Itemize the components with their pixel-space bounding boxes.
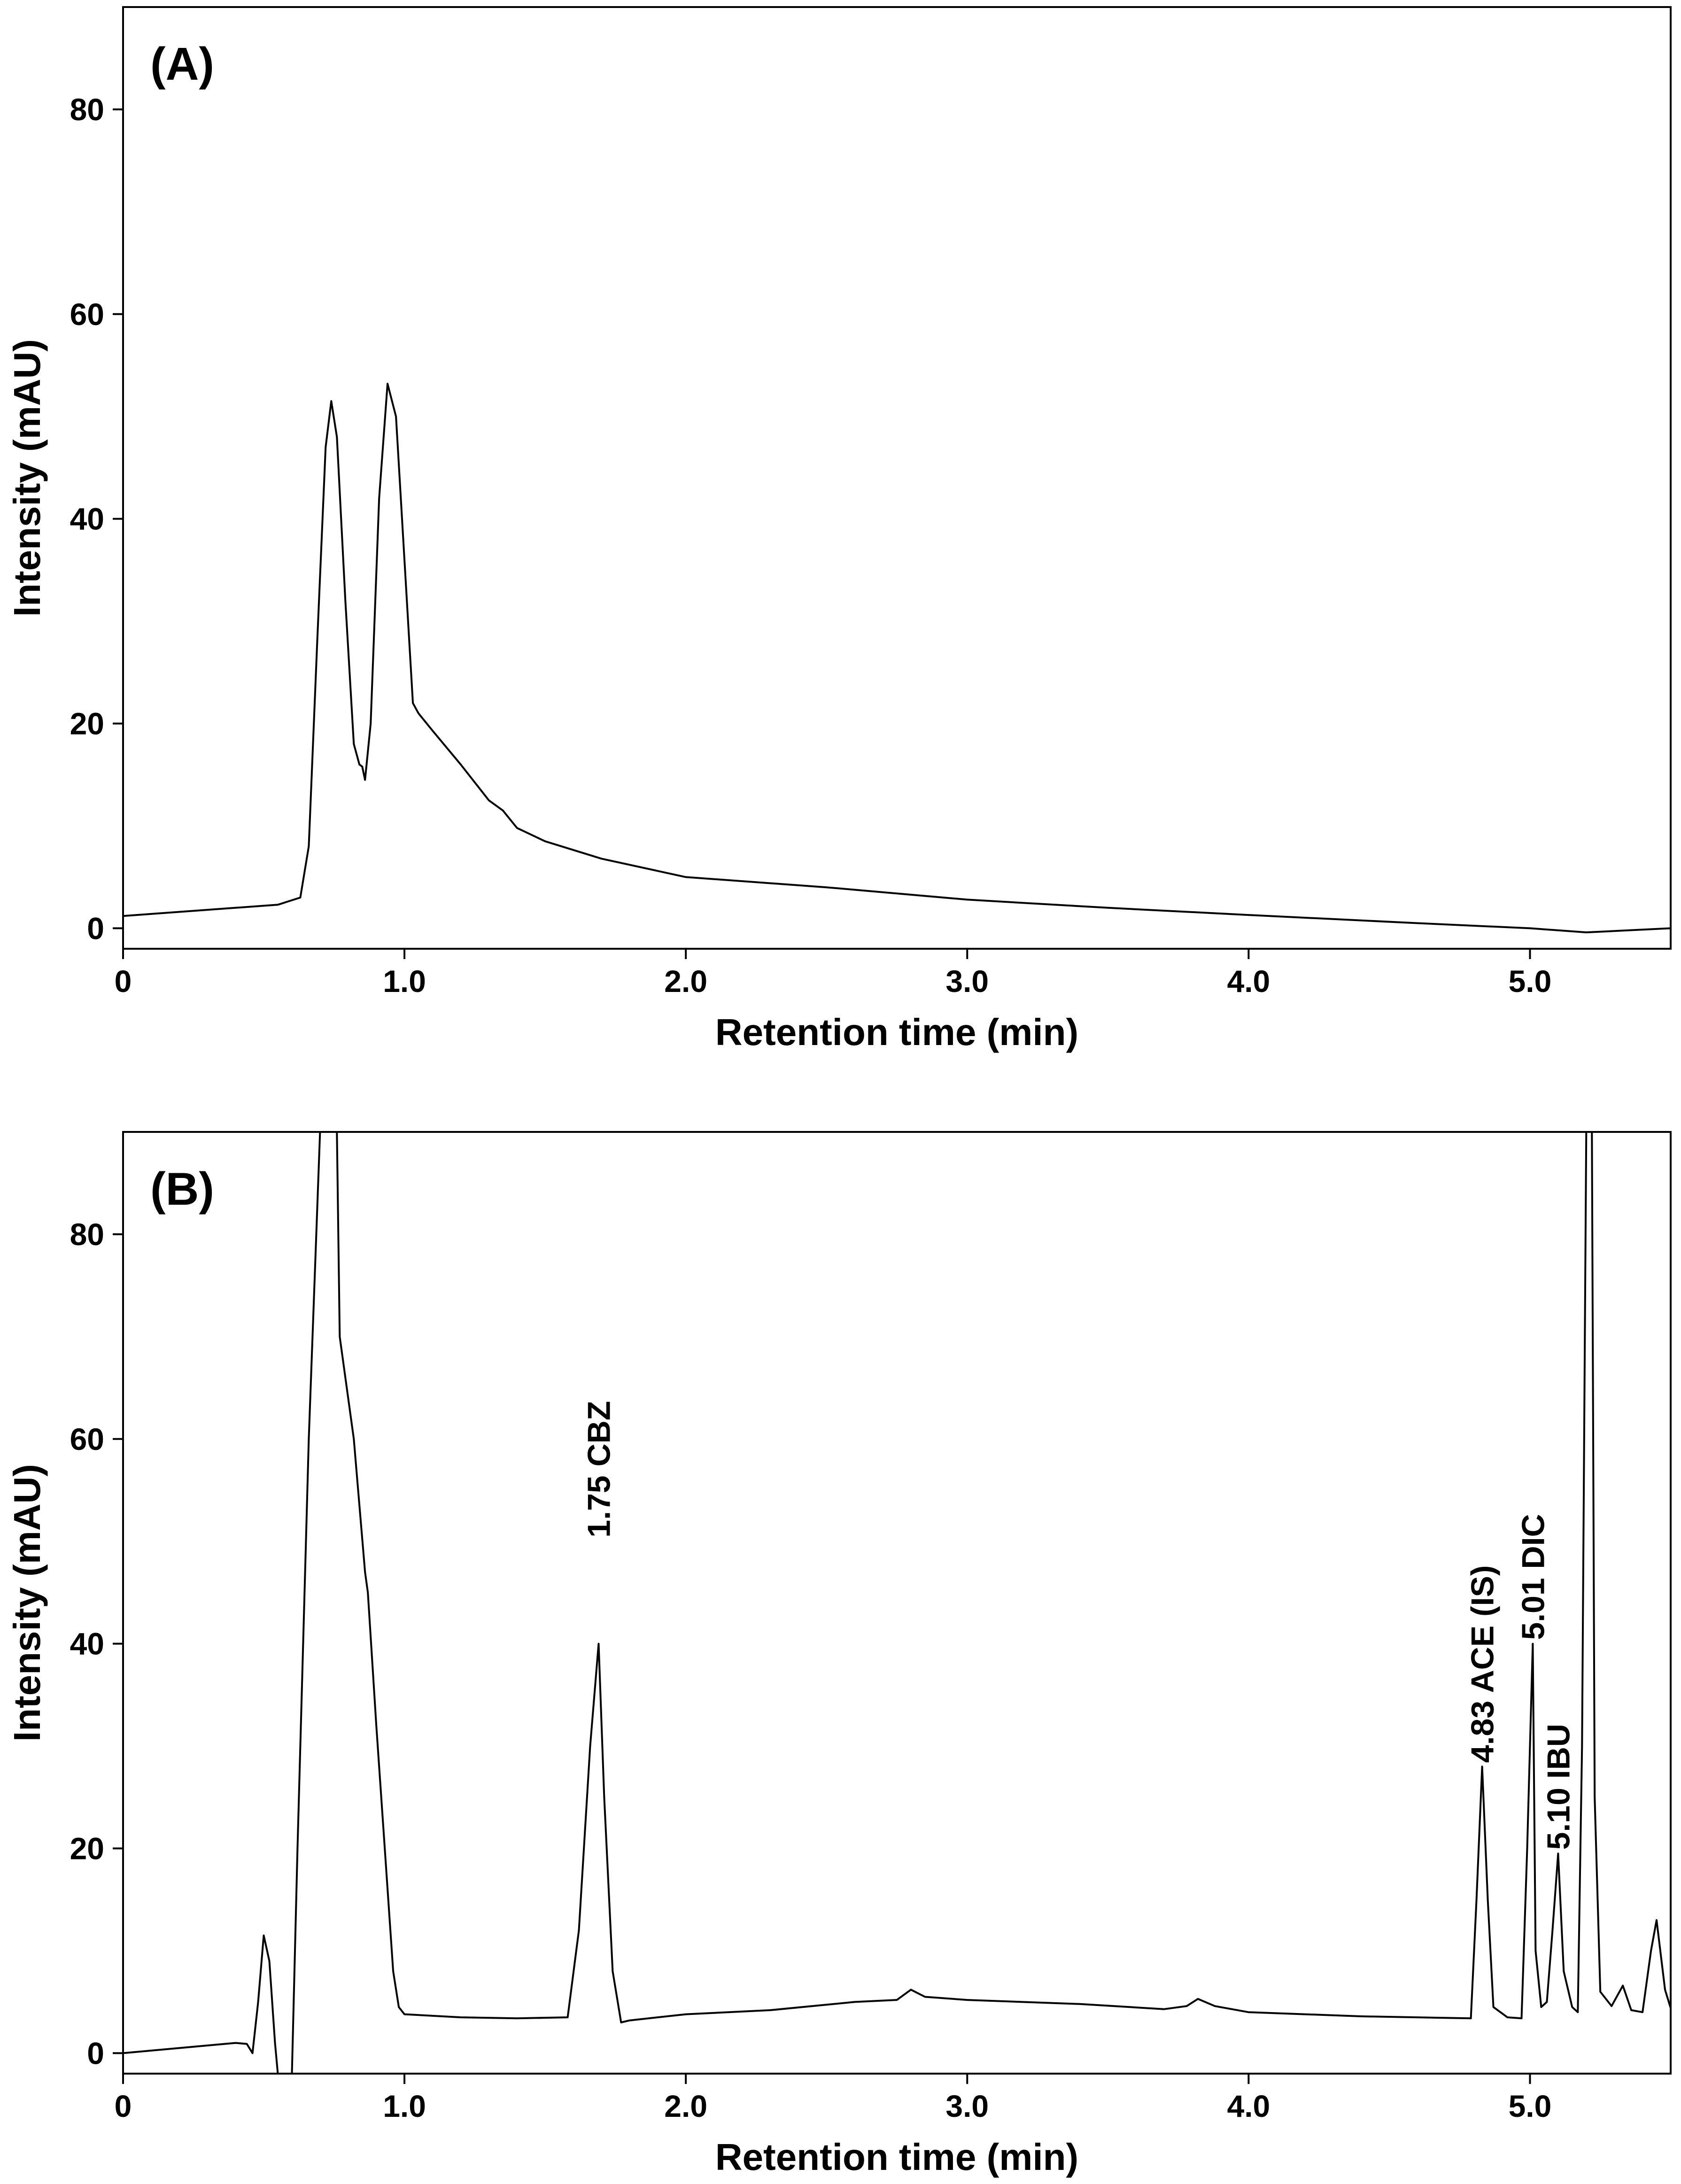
x-axis-title: Retention time (min) bbox=[715, 1011, 1078, 1053]
panel-label: (A) bbox=[150, 38, 214, 90]
y-axis-title: Intensity (mAU) bbox=[6, 1464, 48, 1742]
x-tick-label: 2.0 bbox=[664, 964, 707, 999]
y-axis-title: Intensity (mAU) bbox=[6, 339, 48, 617]
y-tick-label: 60 bbox=[70, 297, 104, 332]
x-tick-label: 5.0 bbox=[1509, 964, 1552, 999]
peak-label: 5.10 IBU bbox=[1541, 1724, 1576, 1850]
panel-label: (B) bbox=[150, 1163, 214, 1215]
x-tick-label: 4.0 bbox=[1227, 964, 1270, 999]
x-tick-label: 2.0 bbox=[664, 2089, 707, 2123]
y-tick-label: 60 bbox=[70, 1422, 104, 1456]
y-tick-label: 20 bbox=[70, 706, 104, 741]
y-tick-label: 40 bbox=[70, 502, 104, 536]
x-tick-label: 4.0 bbox=[1227, 2089, 1270, 2123]
chart-panel-a: 0 1.0 2.0 3.0 4.0 5.0 0 20 40 60 80 Retention time … bbox=[6, 6, 1672, 1053]
y-tick-label: 80 bbox=[70, 1217, 104, 1252]
peak-label: 4.83 ACE (IS) bbox=[1465, 1565, 1501, 1763]
x-tick-label: 3.0 bbox=[945, 964, 989, 999]
plot-frame bbox=[122, 6, 1672, 950]
y-tick-label: 80 bbox=[70, 92, 104, 127]
series-line-1 bbox=[123, 383, 1671, 934]
x-tick-label: 5.0 bbox=[1509, 2089, 1552, 2123]
x-axis-title: Retention time (min) bbox=[715, 2136, 1078, 2178]
peak-label: 5.01 DIC bbox=[1515, 1514, 1551, 1640]
x-tick-label: 1.0 bbox=[383, 964, 426, 999]
y-tick-label: 0 bbox=[87, 2036, 104, 2070]
y-tick-label: 0 bbox=[87, 911, 104, 945]
series-line-1 bbox=[123, 1131, 1672, 2075]
x-tick-label: 0 bbox=[115, 964, 132, 999]
y-tick-label: 20 bbox=[70, 1831, 104, 1866]
x-tick-label: 1.0 bbox=[383, 2089, 426, 2123]
x-tick-label: 0 bbox=[115, 2089, 132, 2123]
plot-frame bbox=[122, 1131, 1672, 2075]
peak-label: 1.75 CBZ bbox=[581, 1401, 617, 1538]
chart-panel-b: 0 1.0 2.0 3.0 4.0 5.0 0 20 40 60 80 Retention time … bbox=[6, 1131, 1672, 2178]
x-tick-label: 3.0 bbox=[945, 2089, 989, 2123]
y-tick-label: 40 bbox=[70, 1626, 104, 1661]
